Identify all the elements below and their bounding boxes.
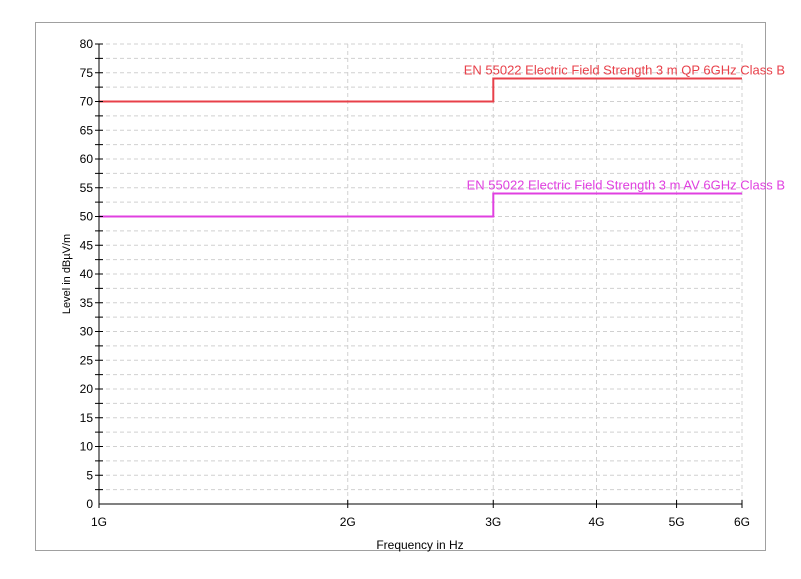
y-tick-label: 55 xyxy=(80,181,94,195)
chart-frame xyxy=(35,22,766,551)
x-axis-label: Frequency in Hz xyxy=(376,538,463,552)
x-tick-label: 1G xyxy=(91,515,107,529)
y-tick-label: 30 xyxy=(80,325,94,339)
series-label-av: EN 55022 Electric Field Strength 3 m AV … xyxy=(467,178,785,193)
y-tick-label: 45 xyxy=(80,238,94,252)
grid xyxy=(99,43,743,504)
y-tick-label: 70 xyxy=(80,95,94,109)
x-tick-label: 2G xyxy=(340,515,356,529)
y-tick-label: 80 xyxy=(80,37,94,51)
y-tick-label: 40 xyxy=(80,267,94,281)
y-tick-label: 15 xyxy=(80,411,94,425)
series-label-qp: EN 55022 Electric Field Strength 3 m QP … xyxy=(464,63,785,78)
y-tick-label: 60 xyxy=(80,152,94,166)
x-tick-label: 4G xyxy=(588,515,604,529)
y-tick-label: 75 xyxy=(80,66,94,80)
y-tick-label: 50 xyxy=(80,210,94,224)
x-tick-label: 5G xyxy=(669,515,685,529)
y-tick-label: 25 xyxy=(80,353,94,367)
series-line-qp xyxy=(99,77,742,103)
axes: 1G 2G 3G 4G 5G 6G 0 5 10 15 20 25 30 35 40 45 50 55 60 65 70… xyxy=(80,37,750,529)
y-tick-label: 35 xyxy=(80,296,94,310)
series-group: EN 55022 Electric Field Strength 3 m QP … xyxy=(99,63,785,218)
y-tick-label: 20 xyxy=(80,382,94,396)
y-tick-label: 65 xyxy=(80,123,94,137)
y-tick-label: 0 xyxy=(86,497,93,511)
x-tick-label: 6G xyxy=(734,515,750,529)
x-tick-label: 3G xyxy=(485,515,501,529)
y-axis-label: Level in dBµV/m xyxy=(61,234,73,314)
y-tick-label: 10 xyxy=(80,440,94,454)
series-line-av xyxy=(99,192,742,218)
y-tick-label: 5 xyxy=(86,468,93,482)
